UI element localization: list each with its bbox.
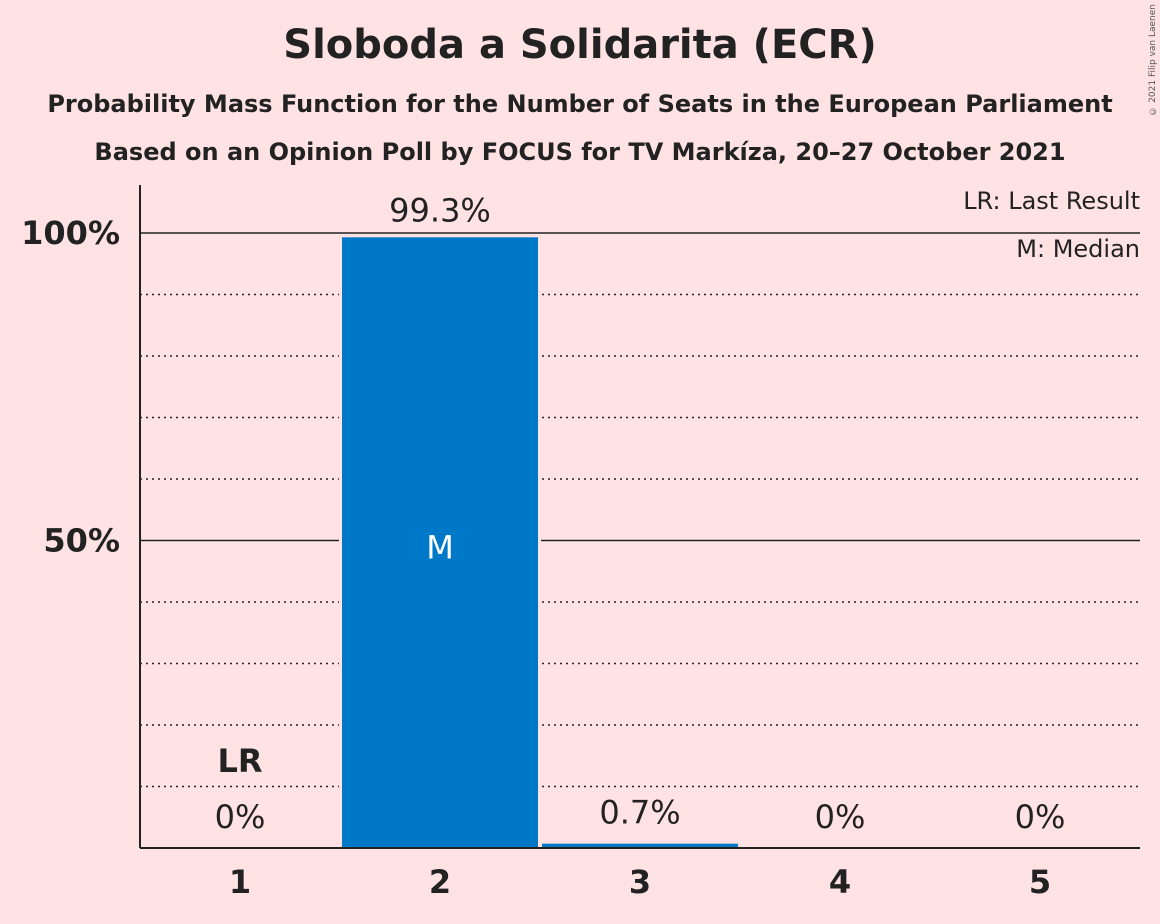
- bar-value-label: 0.7%: [599, 794, 680, 832]
- chart-subtitle: Probability Mass Function for the Number…: [47, 90, 1113, 118]
- bar: [542, 843, 738, 848]
- legend-entry: M: Median: [1016, 235, 1140, 263]
- x-tick-label: 3: [629, 863, 651, 901]
- x-tick-label: 2: [429, 863, 451, 901]
- last-result-marker: LR: [217, 742, 262, 780]
- x-tick-label: 1: [229, 863, 251, 901]
- bar: [342, 237, 538, 848]
- chart-source: Based on an Opinion Poll by FOCUS for TV…: [94, 138, 1066, 166]
- y-tick-label: 100%: [21, 214, 120, 252]
- chart-title: Sloboda a Solidarita (ECR): [283, 22, 877, 68]
- x-tick-label: 4: [829, 863, 851, 901]
- bar-value-label: 0%: [815, 798, 866, 836]
- median-marker: M: [426, 529, 454, 567]
- x-tick-label: 5: [1029, 863, 1051, 901]
- bar-value-label: 0%: [215, 798, 266, 836]
- bar-value-label: 0%: [1015, 798, 1066, 836]
- legend-entry: LR: Last Result: [963, 187, 1140, 215]
- y-tick-label: 50%: [43, 522, 120, 560]
- bar-value-label: 99.3%: [389, 191, 491, 229]
